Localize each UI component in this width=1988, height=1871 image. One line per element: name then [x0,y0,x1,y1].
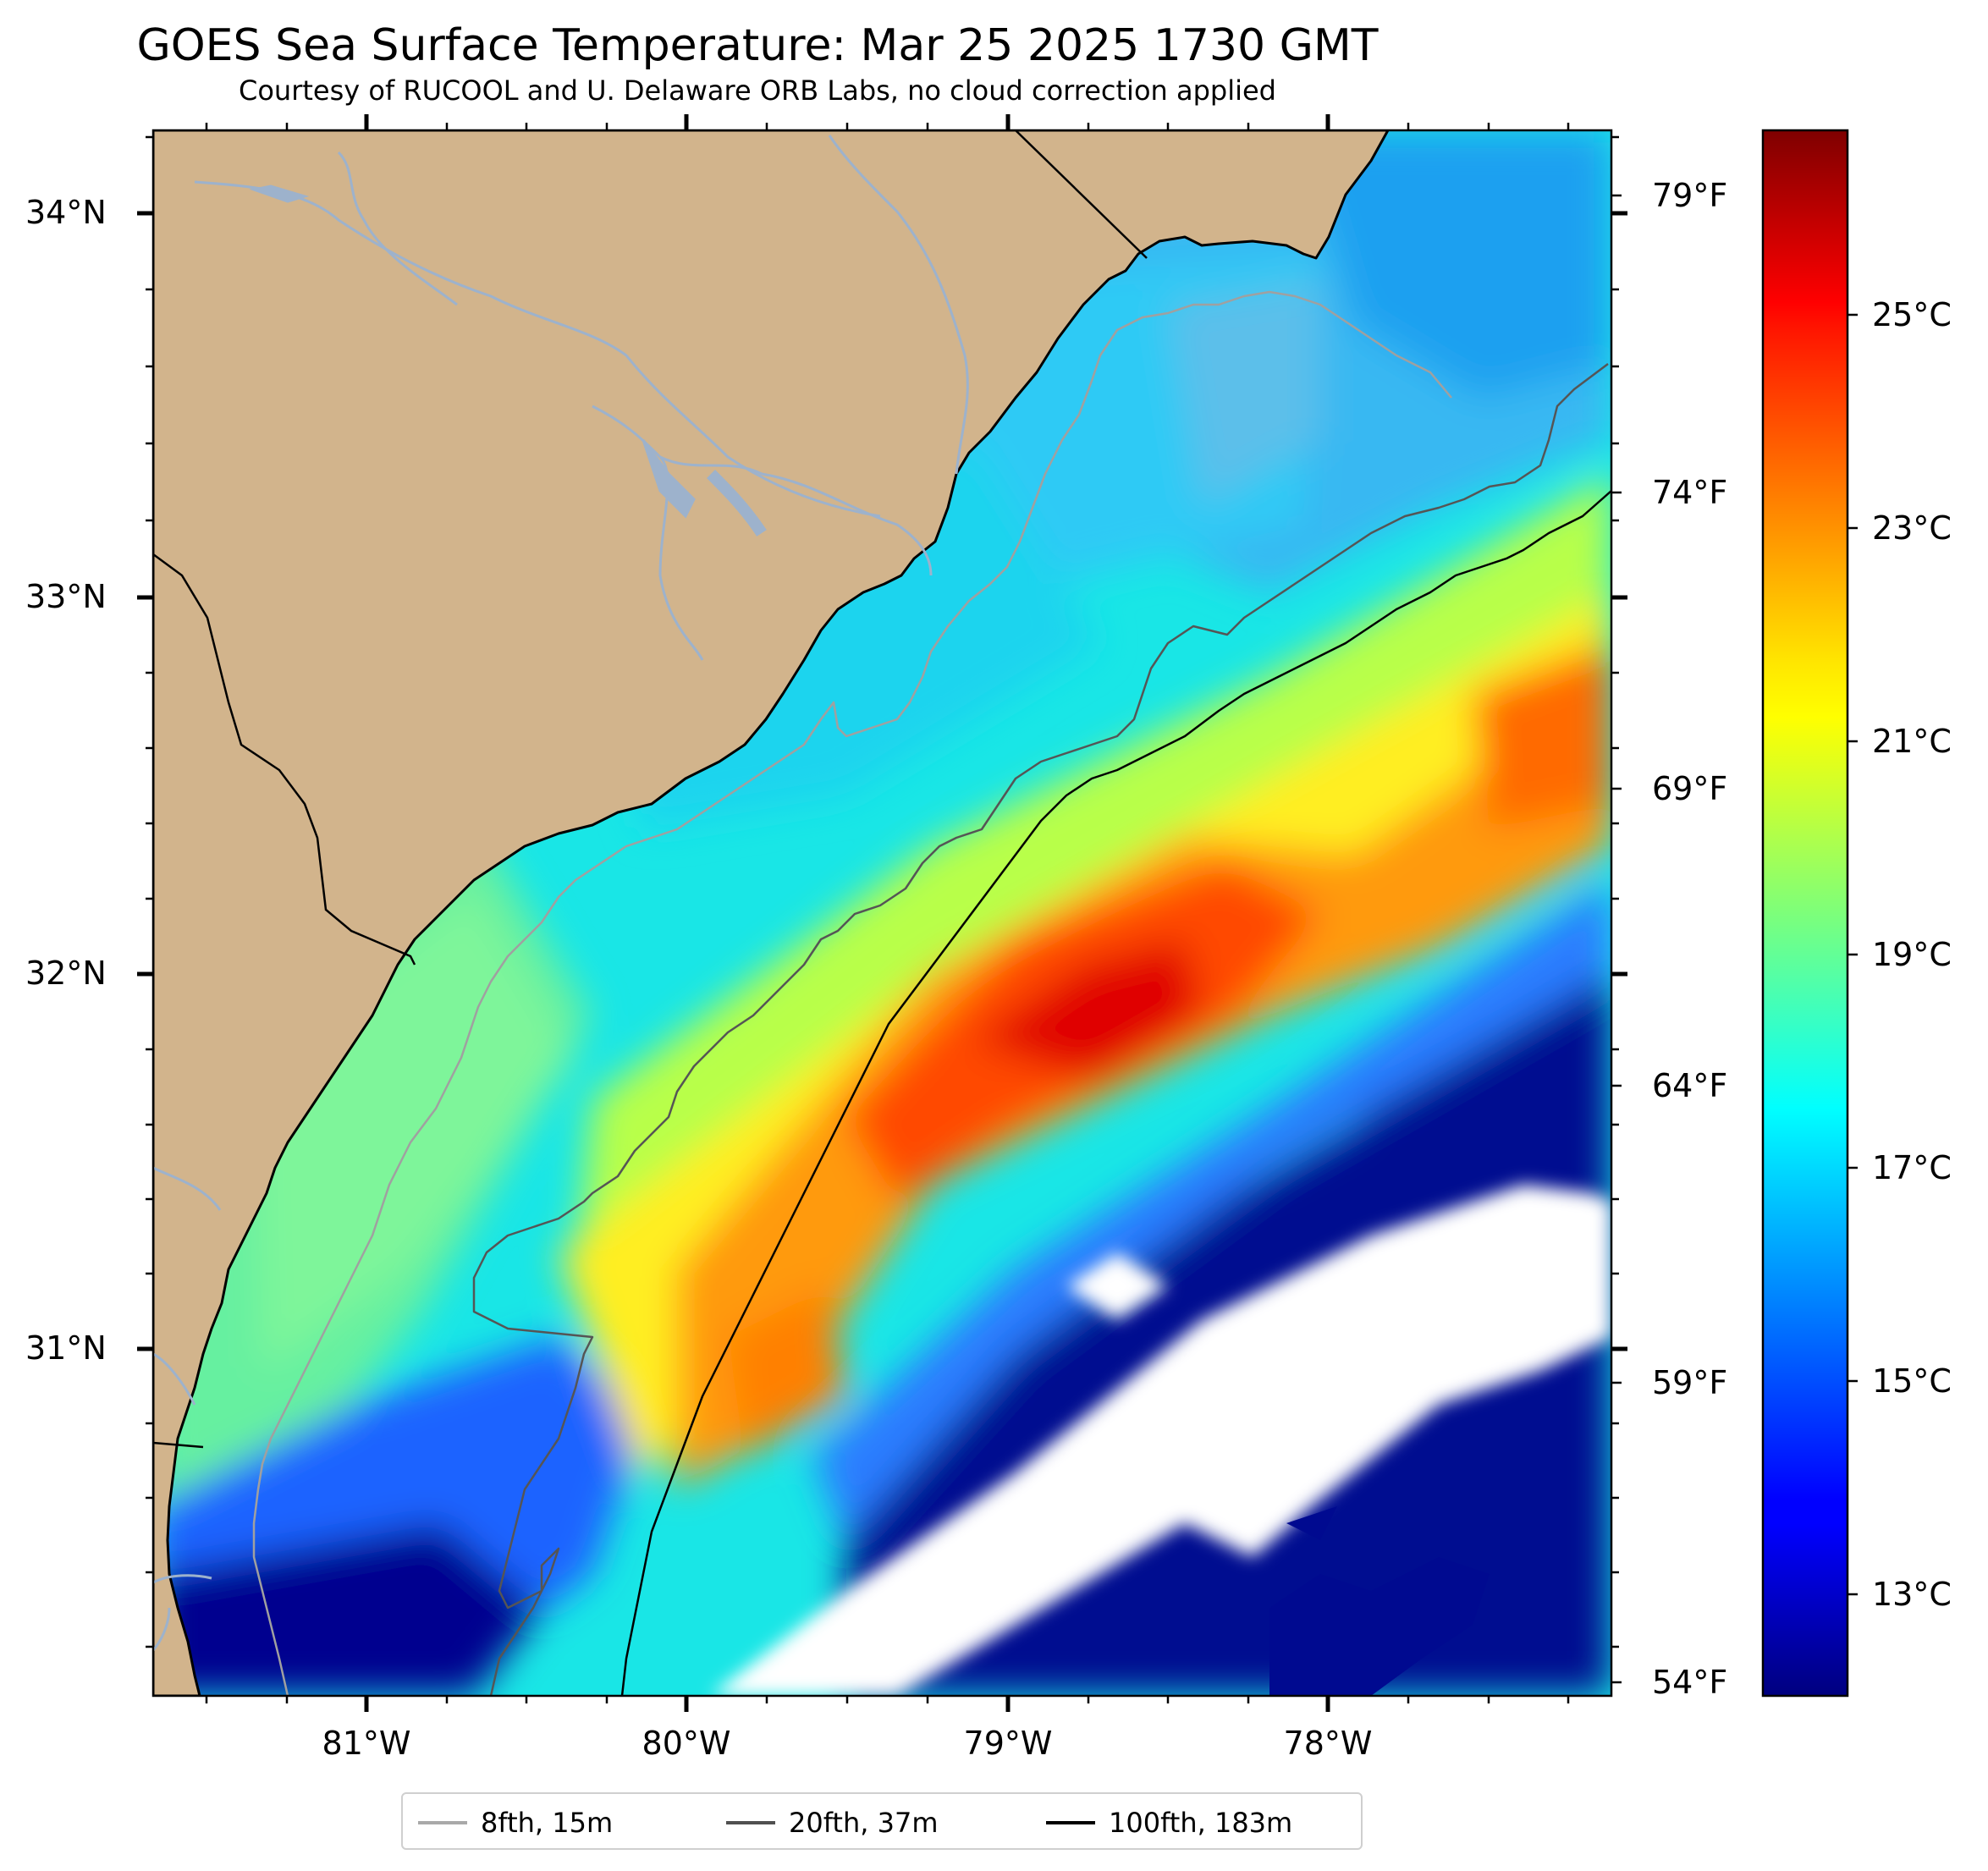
legend-swatch-8fth [418,1821,467,1824]
legend-swatch-100fth [1046,1821,1095,1824]
isobath-8fth [252,290,1452,1696]
isobath-legend: 8fth, 15m 20fth, 37m 100fth, 183m [401,1792,1363,1850]
lon-label-80: 80°W [642,1725,731,1762]
state-boundaries [153,130,1148,1449]
lat-label-32: 32°N [25,955,107,992]
map-panel [153,130,1611,1696]
celsius-label-13: 13°C [1872,1576,1952,1613]
celsius-label-19: 19°C [1872,936,1952,973]
colorbar-ticks [1848,313,1858,1596]
isobath-100fth [620,490,1611,1696]
lon-label-81: 81°W [322,1725,411,1762]
lon-label-78: 78°W [1283,1725,1373,1762]
lat-label-33: 33°N [25,578,107,615]
fahrenheit-label-69: 69°F [1652,770,1728,807]
rivers [153,135,969,1652]
legend-swatch-20fth [726,1821,775,1824]
lat-label-31: 31°N [25,1329,107,1367]
land [153,130,1390,1696]
legend-label-20fth: 20fth, 37m [789,1807,939,1839]
fahrenheit-label-79: 79°F [1652,177,1728,214]
fahrenheit-label-59: 59°F [1652,1364,1728,1401]
map-frame [151,129,1613,1698]
fahrenheit-label-54: 54°F [1652,1664,1728,1701]
celsius-label-15: 15°C [1872,1362,1952,1400]
legend-label-8fth: 8fth, 15m [481,1807,614,1839]
fahrenheit-ticks [1611,194,1622,1684]
lat-label-34: 34°N [25,194,107,231]
celsius-label-21: 21°C [1872,723,1952,760]
celsius-label-17: 17°C [1872,1149,1952,1186]
sst-field [153,130,1611,1696]
no-data-patches [711,1185,1611,1696]
lon-label-79: 79°W [963,1725,1053,1762]
minor-ticks [146,123,1619,1703]
colorbar [1761,129,1849,1698]
isobath-20fth [472,363,1609,1696]
celsius-label-23: 23°C [1872,509,1952,547]
fahrenheit-label-74: 74°F [1652,474,1728,511]
fahrenheit-label-64: 64°F [1652,1067,1728,1104]
celsius-label-25: 25°C [1872,296,1952,333]
chart-subtitle: Courtesy of RUCOOL and U. Delaware ORB L… [239,74,1276,107]
legend-label-100fth: 100fth, 183m [1109,1807,1293,1839]
chart-title: GOES Sea Surface Temperature: Mar 25 202… [136,20,1379,71]
major-ticks [137,114,1627,1712]
isobaths [252,290,1611,1696]
